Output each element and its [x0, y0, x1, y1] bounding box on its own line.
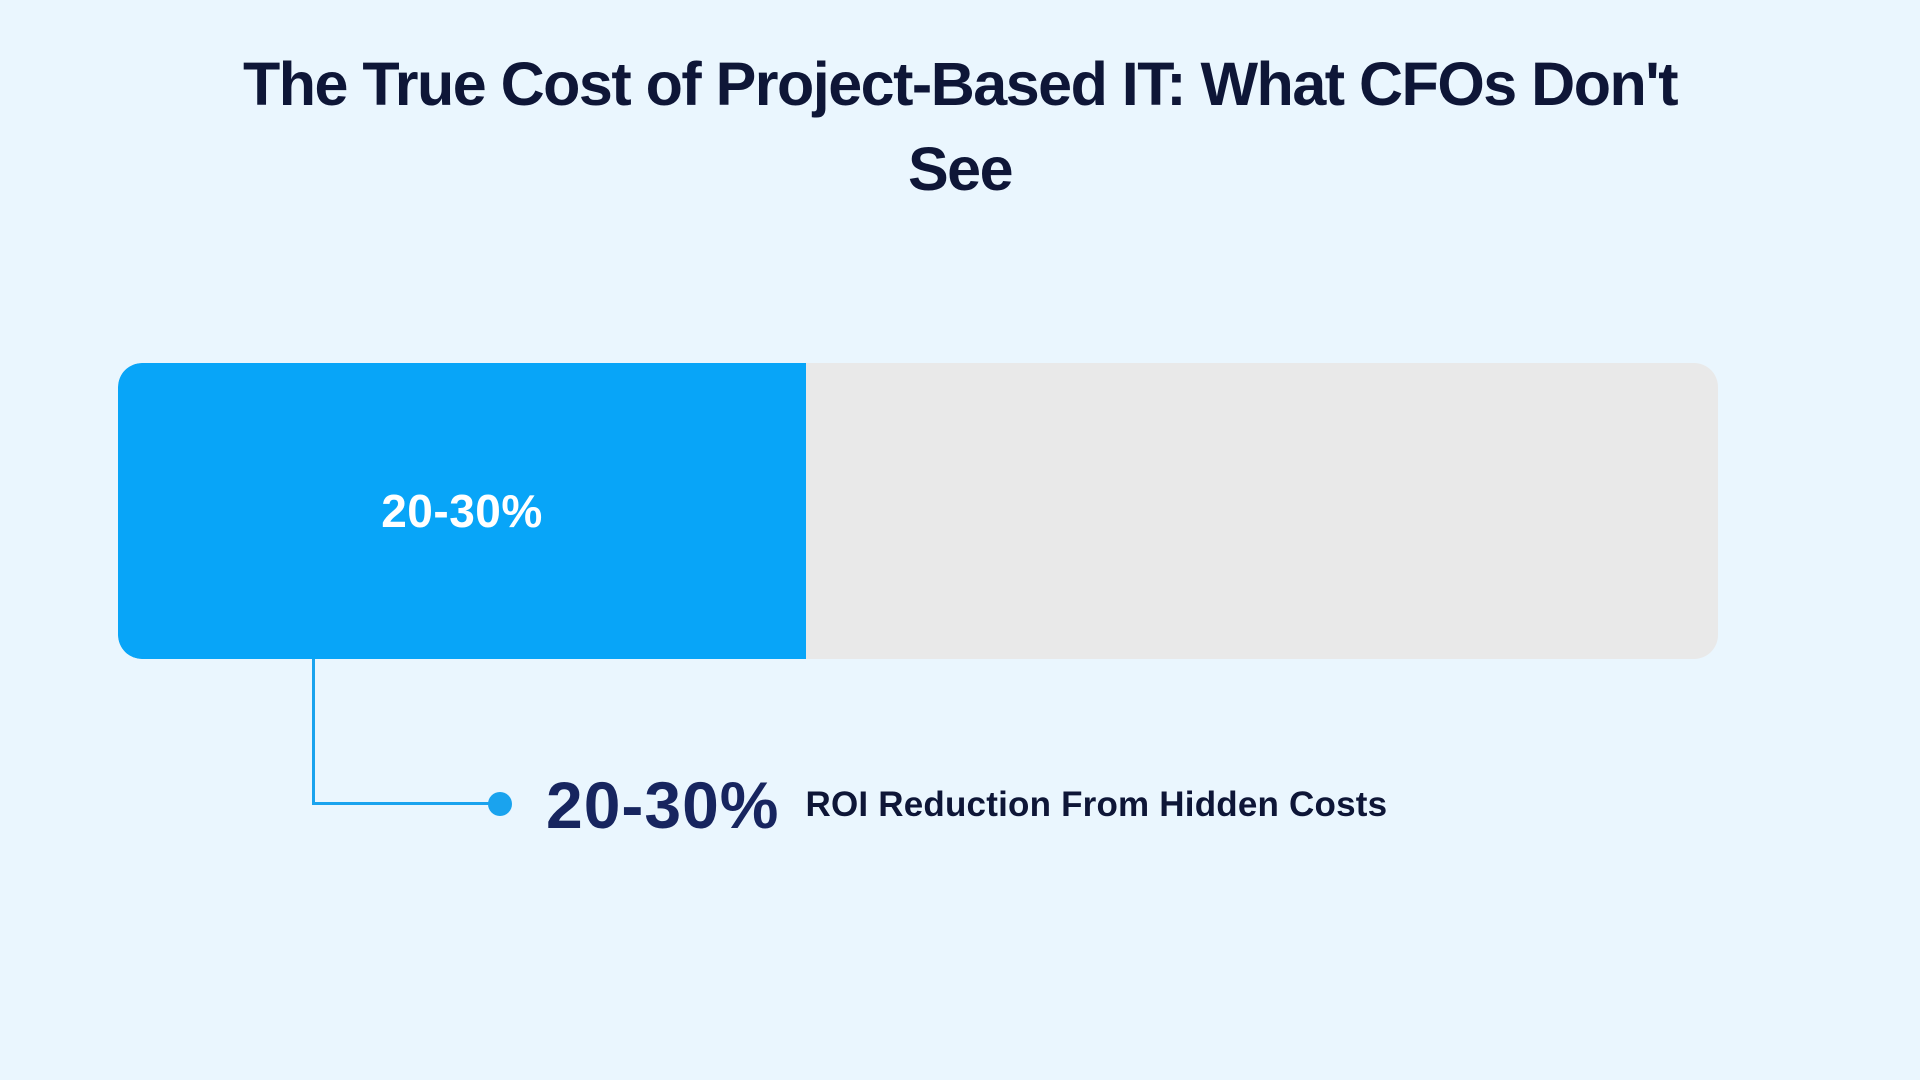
annotation-connector-line [312, 659, 500, 805]
bar-track: 20-30% [118, 363, 1718, 659]
annotation-connector-dot [488, 792, 512, 816]
bar-data-label: 20-30% [381, 485, 543, 537]
chart-title: The True Cost of Project-Based IT: What … [242, 50, 1679, 203]
bar-fill [118, 363, 806, 659]
annotation-value: 20-30% [546, 768, 780, 842]
annotation: 20-30% ROI Reduction From Hidden Costs [546, 760, 1387, 850]
annotation-text: ROI Reduction From Hidden Costs [805, 785, 1388, 824]
